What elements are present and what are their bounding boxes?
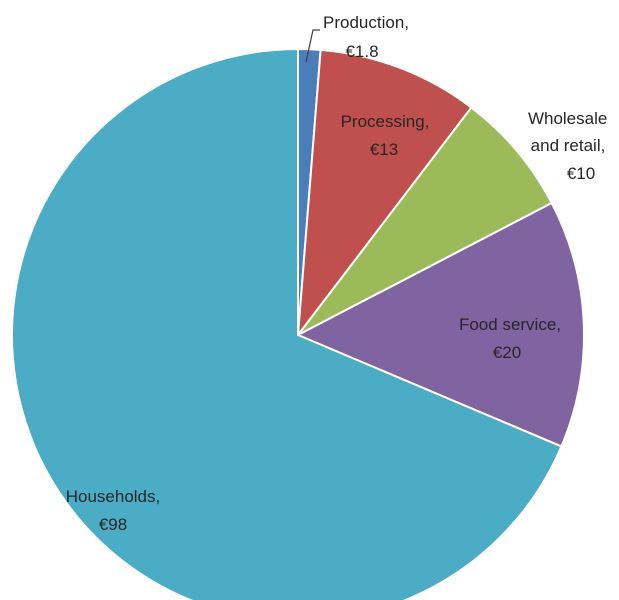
value-households: €98 bbox=[99, 515, 127, 534]
label-food-service: Food service, bbox=[459, 315, 561, 334]
label-wholesale-and-retail: Wholesale and retail, bbox=[528, 109, 612, 155]
pie-slice-households bbox=[11, 48, 563, 600]
value-food-service: €20 bbox=[493, 343, 521, 362]
slice-labels: Production, €1.8 Processing, €13 Wholesa… bbox=[66, 13, 612, 534]
value-production: €1.8 bbox=[345, 42, 378, 61]
pie-slices bbox=[11, 48, 585, 600]
label-leader-lines bbox=[305, 29, 320, 63]
label-production: Production, bbox=[323, 13, 409, 32]
pie-slice-processing bbox=[297, 48, 473, 336]
pie-slice-food-service bbox=[297, 202, 585, 448]
label-households: Households, bbox=[66, 487, 161, 506]
leader-line-production bbox=[305, 29, 320, 63]
pie-slice-wholesale-and-retail bbox=[297, 106, 553, 336]
value-processing: €13 bbox=[370, 140, 398, 159]
label-processing: Processing, bbox=[341, 112, 430, 131]
value-wholesale-and-retail: €10 bbox=[567, 164, 595, 183]
